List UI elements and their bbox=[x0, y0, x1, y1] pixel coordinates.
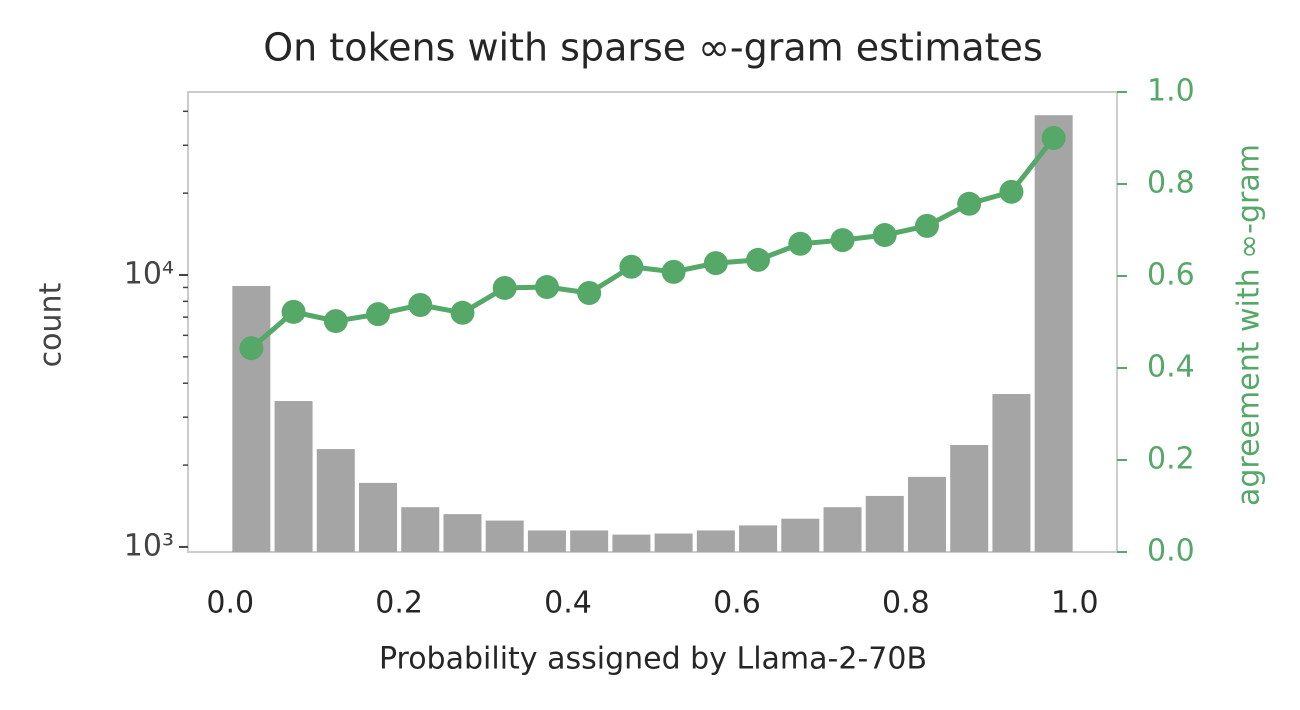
bar bbox=[570, 530, 609, 552]
x-tick-label: 0.2 bbox=[375, 586, 423, 621]
x-tick-label: 0.0 bbox=[206, 586, 254, 621]
agreement-marker bbox=[281, 299, 306, 324]
plot-frame bbox=[187, 91, 1118, 553]
agreement-marker bbox=[746, 247, 771, 272]
agreement-marker bbox=[914, 213, 939, 238]
y2-tick-label: 0.6 bbox=[1147, 258, 1195, 293]
agreement-marker bbox=[239, 336, 264, 361]
agreement-marker bbox=[830, 228, 855, 253]
bar bbox=[1034, 115, 1073, 553]
agreement-marker bbox=[323, 309, 348, 334]
x-tick-label: 0.6 bbox=[713, 586, 761, 621]
bar bbox=[316, 449, 355, 552]
x-axis-label: Probability assigned by Llama-2-70B bbox=[379, 642, 927, 677]
bar bbox=[950, 445, 989, 552]
bar bbox=[654, 533, 693, 552]
agreement-marker bbox=[703, 251, 728, 276]
bar bbox=[274, 401, 313, 552]
agreement-marker bbox=[661, 259, 686, 284]
bar bbox=[696, 530, 735, 552]
y-tick-label: 10³ bbox=[124, 528, 174, 563]
bar bbox=[992, 394, 1031, 552]
bar bbox=[443, 514, 482, 552]
agreement-marker bbox=[366, 302, 391, 327]
y-tick-label: 10⁴ bbox=[124, 257, 174, 292]
agreement-marker bbox=[999, 179, 1024, 204]
y2-tick-label: 0.2 bbox=[1147, 442, 1195, 477]
agreement-marker bbox=[1041, 126, 1066, 150]
agreement-marker bbox=[492, 275, 517, 300]
agreement-marker bbox=[872, 223, 897, 248]
x-tick-label: 1.0 bbox=[1051, 586, 1099, 621]
bar bbox=[907, 476, 946, 552]
bar bbox=[865, 495, 904, 552]
agreement-marker bbox=[577, 281, 602, 306]
y2-tick-label: 0.4 bbox=[1147, 350, 1195, 385]
agreement-marker bbox=[450, 300, 475, 325]
x-tick-label: 0.8 bbox=[882, 586, 930, 621]
y2-tick-label: 0.8 bbox=[1147, 166, 1195, 201]
agreement-marker bbox=[534, 275, 559, 300]
y2-tick-label: 1.0 bbox=[1147, 74, 1195, 109]
bar bbox=[359, 482, 398, 552]
agreement-marker bbox=[408, 292, 433, 317]
agreement-marker bbox=[957, 191, 982, 216]
bar bbox=[823, 507, 862, 552]
bar bbox=[739, 525, 778, 552]
bar bbox=[527, 530, 566, 552]
bar bbox=[612, 534, 651, 552]
bar bbox=[485, 520, 524, 552]
agreement-marker bbox=[619, 254, 644, 279]
agreement-marker bbox=[788, 231, 813, 256]
y2-tick-label: 0.0 bbox=[1147, 534, 1195, 569]
bar bbox=[401, 507, 440, 552]
y-axis-label: count bbox=[34, 282, 69, 367]
x-tick-label: 0.4 bbox=[544, 586, 592, 621]
chart-title: On tokens with sparse ∞-gram estimates bbox=[263, 26, 1043, 70]
y2-axis-label: agreement with ∞-gram bbox=[1232, 144, 1267, 506]
bar bbox=[232, 286, 271, 552]
bar bbox=[781, 518, 820, 552]
